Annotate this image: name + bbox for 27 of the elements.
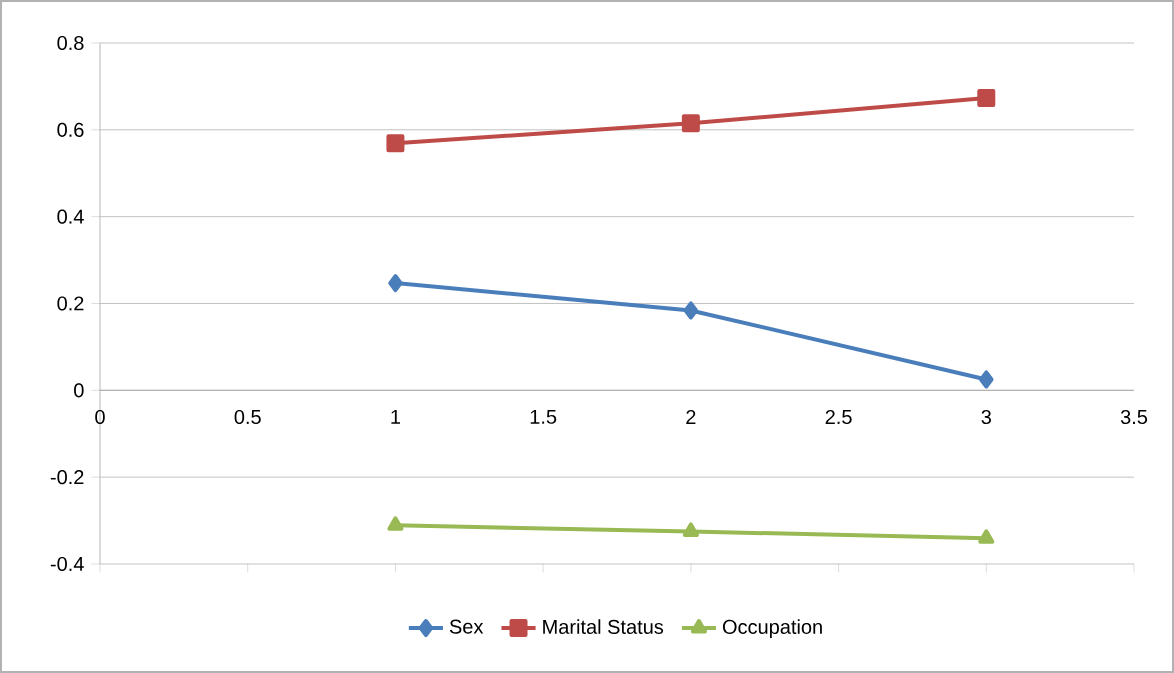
point xyxy=(386,134,405,153)
y-tick-label: 0 xyxy=(74,383,84,398)
point xyxy=(388,274,403,293)
x-tick-label: 2 xyxy=(686,409,696,424)
point xyxy=(978,529,995,544)
y-tick-label: -0.2 xyxy=(50,470,84,485)
x-tick-label: 1.5 xyxy=(530,409,557,424)
x-tick-label: 0.5 xyxy=(234,409,261,425)
x-tick-label: 3 xyxy=(981,409,991,425)
legend-label: Sex xyxy=(449,619,484,634)
point xyxy=(682,522,699,537)
y-tick-label: 0.8 xyxy=(57,35,84,51)
x-tick-label: 0 xyxy=(95,409,105,425)
y-tick-label: 0.2 xyxy=(57,296,84,311)
x-tick-label: 1 xyxy=(391,409,401,424)
point xyxy=(683,301,699,320)
x-tick-label: 2.5 xyxy=(825,409,852,425)
point xyxy=(681,114,700,133)
point xyxy=(387,516,404,531)
legend-label: Occupation xyxy=(722,619,822,638)
point xyxy=(979,370,994,389)
point xyxy=(977,89,996,108)
legend-label: Marital Status xyxy=(543,619,664,634)
y-tick-label: 0.4 xyxy=(57,209,84,224)
y-tick-label: -0.4 xyxy=(50,556,84,572)
y-tick-label: 0.6 xyxy=(57,122,84,137)
x-tick-label: 3.5 xyxy=(1120,409,1148,425)
